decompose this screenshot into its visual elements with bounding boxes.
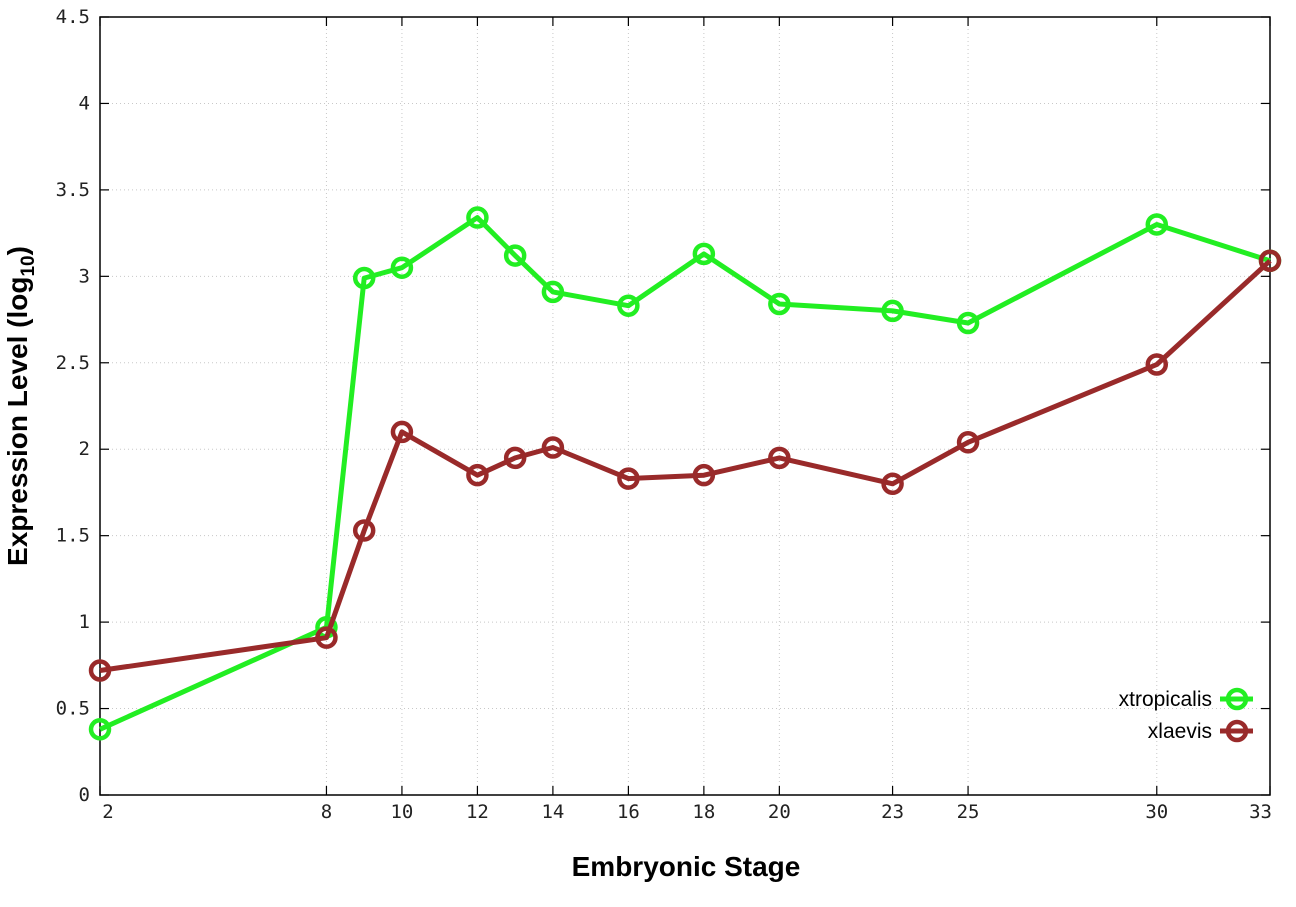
y-tick-label: 3 bbox=[79, 265, 90, 287]
data-point-xlaevis bbox=[466, 463, 489, 487]
x-axis: 2 8 10 12 14 16 18 20 23 25 30 33 bbox=[99, 17, 1272, 823]
legend-item-xlaevis: xlaevis bbox=[1148, 719, 1253, 743]
series-line-xlaevis bbox=[99, 258, 1272, 673]
x-tick-label: 33 bbox=[1249, 801, 1272, 823]
data-point-xtropicalis bbox=[88, 718, 112, 741]
data-point-xtropicalis bbox=[541, 280, 565, 304]
x-tick-label: 18 bbox=[692, 801, 715, 823]
x-tick-label: 12 bbox=[466, 801, 489, 823]
y-tick-label: 2 bbox=[79, 438, 90, 460]
y-tick-label: 4.5 bbox=[56, 6, 90, 28]
data-point-xlaevis bbox=[1145, 353, 1169, 376]
series-xlaevis bbox=[88, 249, 1282, 682]
y-axis-title-close: ) bbox=[2, 246, 33, 255]
data-point-xlaevis bbox=[881, 472, 904, 496]
data-point-xlaevis bbox=[768, 446, 791, 470]
x-tick-label: 16 bbox=[617, 801, 640, 823]
data-point-xlaevis bbox=[390, 420, 414, 444]
y-tick-label: 2.5 bbox=[56, 352, 90, 374]
y-tick-label: 0.5 bbox=[56, 698, 90, 720]
legend-marker-swatch bbox=[1225, 687, 1249, 711]
x-tick-label: 23 bbox=[881, 801, 904, 823]
x-tick-label: 10 bbox=[390, 801, 413, 823]
data-point-xtropicalis bbox=[692, 242, 716, 266]
data-point-xlaevis bbox=[352, 519, 376, 542]
legend-label: xlaevis bbox=[1148, 720, 1212, 743]
plot-frame bbox=[99, 16, 1271, 796]
data-point-xtropicalis bbox=[768, 292, 791, 316]
data-point-xtropicalis bbox=[503, 244, 527, 267]
data-point-xtropicalis bbox=[352, 266, 376, 290]
x-tick-label: 25 bbox=[957, 801, 980, 823]
series-line-xtropicalis bbox=[98, 215, 1271, 732]
y-tick-label: 3.5 bbox=[56, 179, 90, 201]
data-point-xtropicalis bbox=[466, 206, 489, 229]
y-tick-label: 0 bbox=[79, 784, 90, 806]
x-tick-label: 20 bbox=[768, 801, 791, 823]
x-tick-label: 2 bbox=[102, 801, 113, 823]
data-point-xlaevis bbox=[617, 467, 640, 490]
data-point-xtropicalis bbox=[1145, 213, 1169, 236]
data-point-xlaevis bbox=[315, 626, 338, 649]
y-tick-label: 4 bbox=[79, 92, 90, 114]
y-tick-label: 1 bbox=[79, 611, 90, 633]
series-xtropicalis bbox=[88, 206, 1282, 741]
data-point-xtropicalis bbox=[617, 294, 640, 317]
legend-item-xtropicalis: xtropicalis bbox=[1119, 687, 1253, 711]
series-layer bbox=[88, 206, 1282, 741]
legend: xtropicalis xlaevis bbox=[1119, 687, 1253, 743]
data-point-xtropicalis bbox=[390, 256, 414, 279]
grid-lines bbox=[100, 17, 1270, 795]
y-axis-title-main: Expression Level (log bbox=[2, 277, 33, 566]
data-point-xlaevis bbox=[503, 446, 527, 470]
data-point-xtropicalis bbox=[881, 299, 904, 323]
data-point-xlaevis bbox=[541, 436, 565, 459]
x-tick-label: 14 bbox=[541, 801, 564, 823]
x-axis-title: Embryonic Stage bbox=[572, 851, 801, 882]
data-point-xlaevis bbox=[1258, 249, 1282, 273]
legend-marker-swatch bbox=[1225, 719, 1249, 743]
legend-label: xtropicalis bbox=[1119, 688, 1212, 711]
data-point-xlaevis bbox=[88, 659, 112, 682]
y-axis: 0 0.5 1 1.5 2 2.5 3 3.5 4 4.5 bbox=[56, 6, 1270, 806]
y-tick-label: 1.5 bbox=[56, 525, 90, 547]
x-tick-label: 8 bbox=[321, 801, 332, 823]
data-point-xlaevis bbox=[692, 463, 716, 487]
y-axis-title: Expression Level (log10) bbox=[2, 246, 39, 566]
x-tick-label: 30 bbox=[1145, 801, 1168, 823]
data-point-xlaevis bbox=[956, 431, 980, 454]
data-point-xtropicalis bbox=[956, 311, 980, 335]
y-axis-title-subscript: 10 bbox=[18, 255, 39, 276]
